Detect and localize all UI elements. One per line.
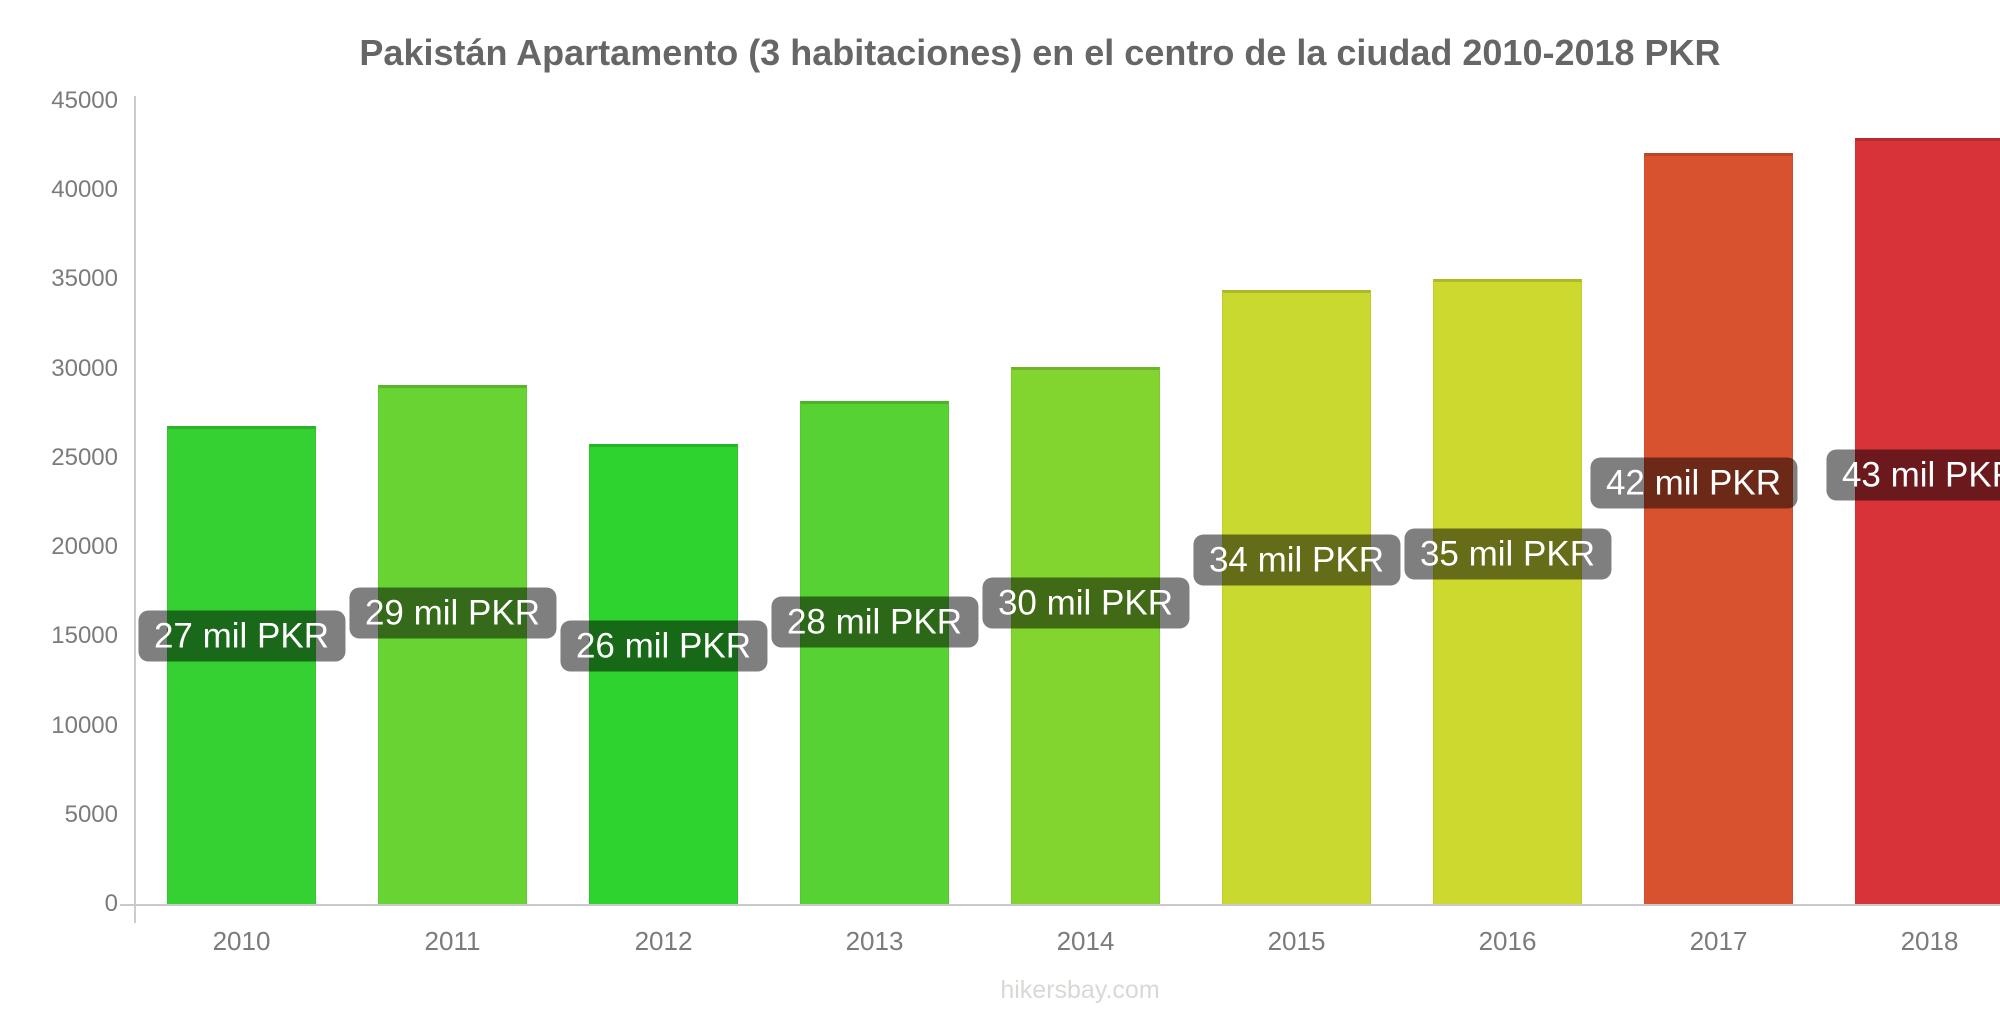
x-tick-label-2016: 2016 [1428,926,1588,957]
bar-value-label-2014: 30 mil PKR [982,578,1189,629]
bar-value-label-2010: 27 mil PKR [138,611,345,662]
y-tick-label-25000: 25000 [40,446,118,470]
y-tick-label-10000: 10000 [40,714,118,738]
y-tick-label-35000: 35000 [40,267,118,291]
bar-2012 [589,444,738,904]
x-tick-label-2014: 2014 [1006,926,1166,957]
y-tick-label-5000: 5000 [40,803,118,827]
bar-value-label-2018: 43 mil PKR [1826,450,2000,501]
x-tick-label-2010: 2010 [162,926,322,957]
bar-2016 [1433,279,1582,904]
y-axis-line [134,96,136,923]
bar-value-label-2012: 26 mil PKR [560,621,767,672]
bar-2014 [1011,367,1160,904]
y-tick-label-0: 0 [40,892,118,916]
bar-chart: Pakistán Apartamento (3 habitaciones) en… [40,16,2000,1016]
bar-2017 [1644,153,1793,904]
y-tick-label-40000: 40000 [40,178,118,202]
x-tick-label-2012: 2012 [584,926,744,957]
chart-title: Pakistán Apartamento (3 habitaciones) en… [40,32,2000,74]
x-tick-label-2013: 2013 [795,926,955,957]
x-tick-label-2011: 2011 [373,926,533,957]
x-tick-label-2018: 2018 [1850,926,2000,957]
bar-value-label-2013: 28 mil PKR [771,597,978,648]
bar-2015 [1222,290,1371,904]
x-tick-label-2017: 2017 [1639,926,1799,957]
bar-value-label-2015: 34 mil PKR [1193,535,1400,586]
y-tick-label-45000: 45000 [40,89,118,113]
bar-value-label-2016: 35 mil PKR [1404,529,1611,580]
bar-2010 [167,426,316,904]
y-tick-label-15000: 15000 [40,624,118,648]
bar-2013 [800,401,949,904]
bar-2011 [378,385,527,904]
y-tick-label-30000: 30000 [40,357,118,381]
watermark-footer: hikersbay.com [40,976,2000,1005]
bar-value-label-2011: 29 mil PKR [349,588,556,639]
y-tick-label-20000: 20000 [40,535,118,559]
x-axis-line [120,904,2000,906]
x-tick-label-2015: 2015 [1217,926,1377,957]
bar-2018 [1855,138,2000,904]
bar-value-label-2017: 42 mil PKR [1590,458,1797,509]
